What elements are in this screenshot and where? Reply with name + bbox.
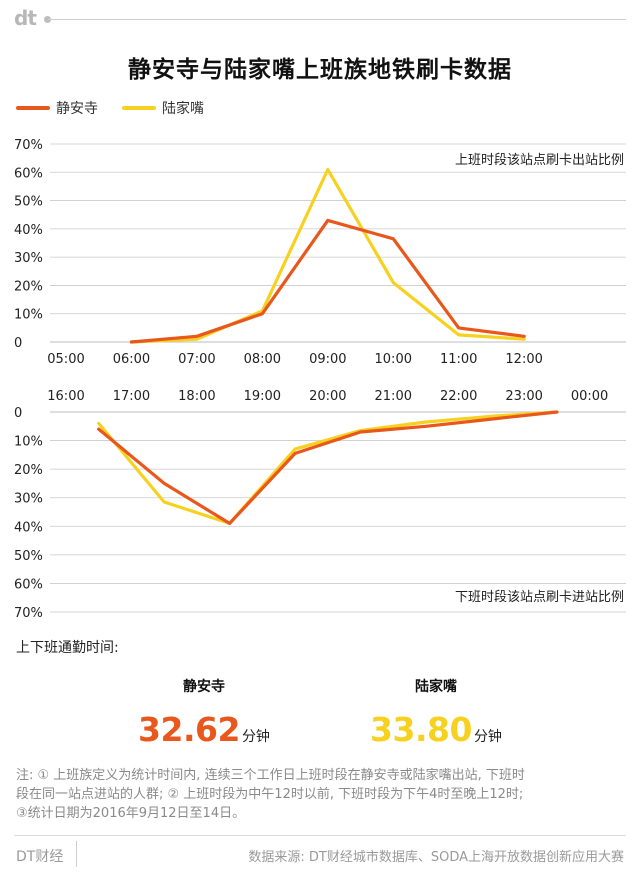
legend-label-jingansi: 静安寺	[56, 101, 98, 117]
top-x-tick-label: 05:00	[47, 352, 84, 367]
top-panel-label: 上班时段该站点刷卡出站比例	[455, 153, 624, 168]
top-x-tick-label: 10:00	[375, 352, 412, 367]
footnote-line: ③统计日期为2016年9月12日至14日。	[16, 806, 246, 821]
bottom-y-tick-label: 70%	[14, 606, 43, 620]
footnote-line: 段在同一站点进站的人群; ② 上班时段为中午12时以前, 下班时段为下午4时至晚…	[16, 787, 524, 802]
stat-label-lujiazui: 陆家嘴	[415, 679, 457, 695]
top-x-tick-label: 09:00	[309, 352, 346, 367]
stat-label-jingansi: 静安寺	[183, 679, 225, 695]
logo-dot	[44, 16, 51, 23]
bottom-x-tick-label: 22:00	[440, 389, 477, 404]
footer-separator	[76, 841, 77, 867]
top-y-tick-label: 40%	[14, 223, 43, 238]
top-x-tick-label: 07:00	[178, 352, 215, 367]
legend-label-lujiazui: 陆家嘴	[162, 101, 204, 117]
footnote: 注: ① 上班族定义为统计时间内, 连续三个工作日上班时段在静安寺或陆家嘴出站,…	[16, 766, 626, 823]
top-x-tick-label: 12:00	[505, 352, 542, 367]
legend-item-lujiazui: 陆家嘴	[122, 98, 204, 118]
commute-section-title: 上下班通勤时间:	[16, 640, 119, 656]
bottom-x-tick-label: 00:00	[571, 389, 608, 404]
top-x-tick-label: 06:00	[113, 352, 150, 367]
bottom-x-tick-label: 20:00	[309, 389, 346, 404]
stat-lujiazui: 陆家嘴 33.80 分钟	[326, 676, 546, 749]
bottom-y-tick-label: 0	[14, 406, 22, 421]
bottom-x-tick-label: 23:00	[505, 389, 542, 404]
data-source: 数据来源: DT财经城市数据库、SODA上海开放数据创新应用大赛	[248, 850, 624, 865]
bottom-y-tick-label: 30%	[14, 492, 43, 507]
header-rule	[48, 19, 626, 20]
bottom-x-tick-label: 21:00	[375, 389, 412, 404]
top-y-tick-label: 50%	[14, 195, 43, 210]
top-y-tick-label: 60%	[14, 166, 43, 181]
legend-swatch-lujiazui	[122, 106, 156, 110]
chart-title: 静安寺与陆家嘴上班族地铁刷卡数据	[128, 57, 512, 83]
stat-value-jingansi: 32.62	[138, 710, 240, 749]
stat-jingansi: 静安寺 32.62 分钟	[94, 676, 314, 749]
footer-brand: DT财经	[16, 849, 64, 865]
commute-line-chart: 70% 60% 50% 40% 30% 20% 10% 0 05:00 06:00 07:00 08:…	[14, 138, 626, 620]
stat-value-lujiazui: 33.80	[370, 710, 472, 749]
bottom-x-tick-label: 17:00	[113, 389, 150, 404]
top-y-tick-label: 20%	[14, 279, 43, 294]
dt-logo: dt	[14, 6, 37, 30]
bottom-y-tick-label: 40%	[14, 520, 43, 535]
top-series-line-jingansi	[129, 218, 526, 344]
bottom-x-tick-label: 16:00	[47, 389, 84, 404]
top-x-tick-label: 08:00	[244, 352, 281, 367]
bottom-y-tick-label: 20%	[14, 463, 43, 478]
top-series-line-lujiazui	[129, 167, 526, 344]
bottom-series-line-lujiazui	[97, 410, 559, 525]
bottom-x-tick-label: 18:00	[178, 389, 215, 404]
bottom-y-tick-label: 50%	[14, 549, 43, 564]
stat-unit-lujiazui: 分钟	[473, 729, 502, 745]
top-y-tick-label: 30%	[14, 251, 43, 266]
legend-swatch-jingansi	[16, 106, 50, 110]
legend-item-jingansi: 静安寺	[16, 98, 98, 118]
top-x-tick-label: 11:00	[440, 352, 477, 367]
legend: 静安寺 陆家嘴	[16, 98, 228, 118]
bottom-series-line-jingansi	[97, 410, 559, 525]
footer-rule	[14, 835, 626, 836]
top-y-tick-label: 10%	[14, 308, 43, 323]
stat-unit-jingansi: 分钟	[241, 729, 270, 745]
bottom-y-tick-label: 10%	[14, 435, 43, 450]
bottom-y-tick-label: 60%	[14, 577, 43, 592]
top-y-tick-label: 70%	[14, 138, 43, 153]
top-y-tick-label: 0	[14, 336, 22, 351]
bottom-panel-label: 下班时段该站点刷卡进站比例	[455, 590, 624, 605]
bottom-x-tick-label: 19:00	[244, 389, 281, 404]
footnote-line: 注: ① 上班族定义为统计时间内, 连续三个工作日上班时段在静安寺或陆家嘴出站,…	[16, 768, 525, 783]
